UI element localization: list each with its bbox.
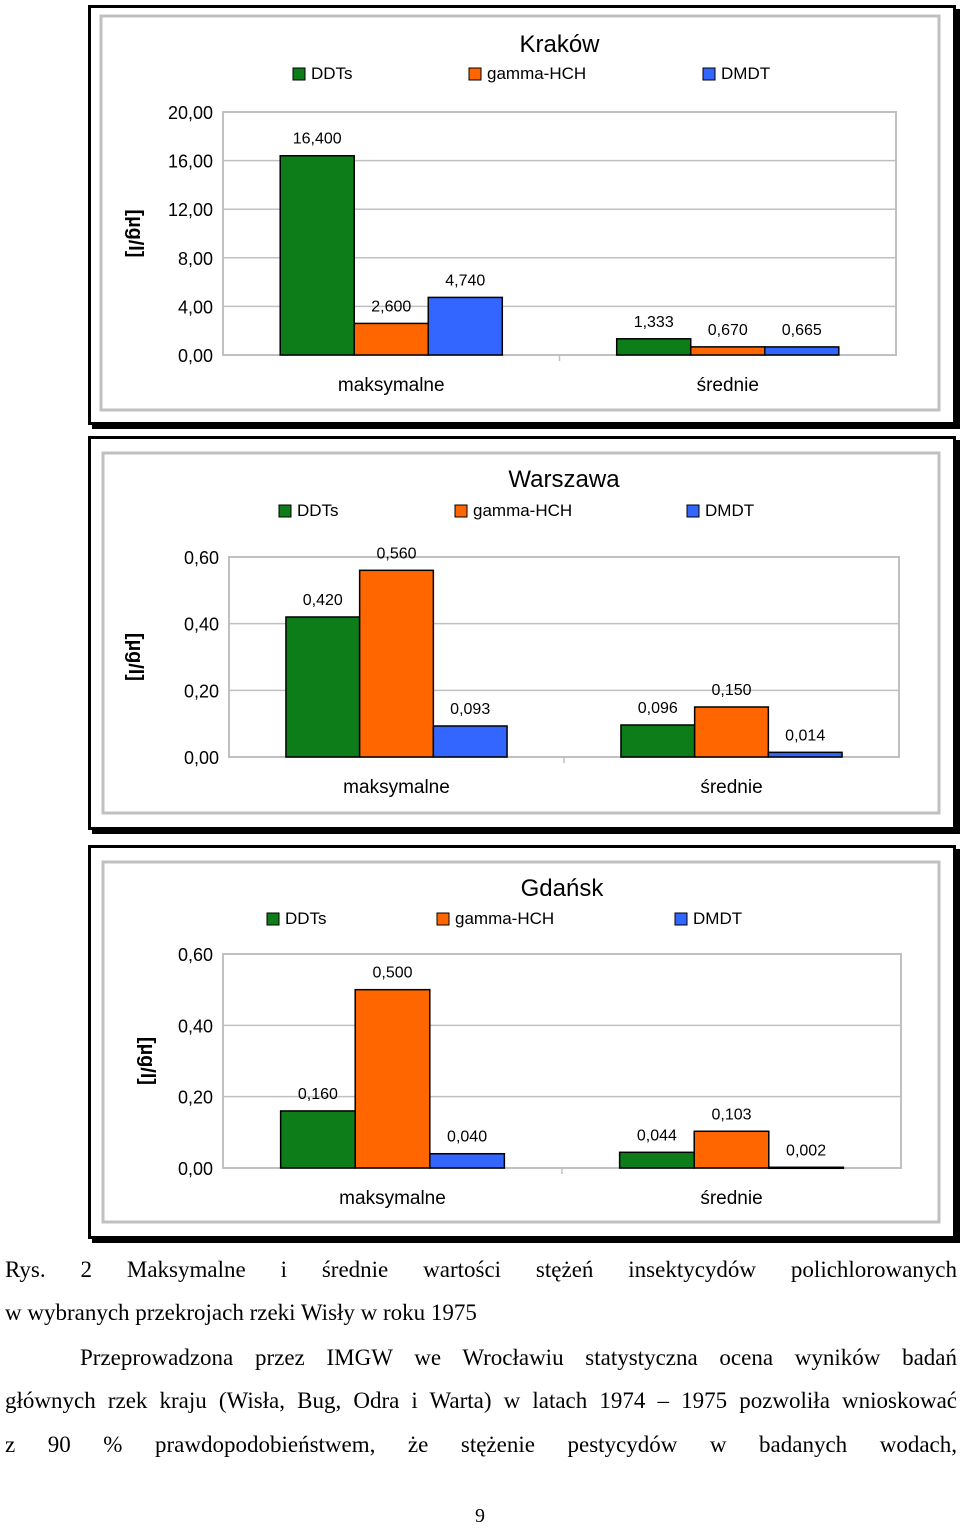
y-tick-label: 0,00 xyxy=(184,748,219,768)
bar-ddts xyxy=(620,724,696,758)
data-label: 0,420 xyxy=(303,592,343,609)
data-label: 1,333 xyxy=(634,314,674,331)
legend-label-ddts: DDTs xyxy=(297,501,339,520)
data-label: 0,500 xyxy=(372,965,412,982)
legend-swatch-dmdt xyxy=(702,67,716,81)
legend-label-ddts: DDTs xyxy=(311,64,353,83)
legend-label-dmdt: DMDT xyxy=(705,501,754,520)
y-tick-label: 0,60 xyxy=(178,945,213,965)
y-tick-label: 0,40 xyxy=(184,615,219,635)
bar-ddts xyxy=(279,1110,356,1169)
chart-krakow: 0,00 4,00 8,00 12,00 16,00 20,00 Kraków [µg/l] D… xyxy=(88,5,956,425)
bar-ddts xyxy=(615,338,692,356)
page-number: 9 xyxy=(475,1505,485,1527)
bar-gamma-hch xyxy=(353,322,430,356)
bar-gamma-hch xyxy=(693,1130,770,1169)
bar-gamma-hch xyxy=(354,988,431,1169)
data-label: 0,044 xyxy=(637,1127,677,1144)
bar-ddts xyxy=(279,154,355,356)
legend-swatch-gamma-hch xyxy=(468,67,482,81)
data-label: 0,014 xyxy=(785,727,825,744)
legend-swatch-ddts xyxy=(266,912,280,926)
x-category-label: maksymalne xyxy=(343,777,450,798)
y-tick-label: 0,40 xyxy=(178,1016,213,1036)
bar-dmdt xyxy=(768,1166,845,1170)
legend-label-gamma-hch: gamma-HCH xyxy=(455,909,554,928)
bar-dmdt xyxy=(432,725,508,758)
y-tick-label: 8,00 xyxy=(178,249,213,269)
x-category-label: średnie xyxy=(697,375,759,396)
y-tick-label: 4,00 xyxy=(178,297,213,317)
chart-warszawa: 0,00 0,20 0,40 0,60 Warszawa [µg/l] DDTs gamma-… xyxy=(88,436,956,830)
x-category-label: średnie xyxy=(700,777,762,798)
data-label: 0,093 xyxy=(450,701,490,718)
figure-caption-line2: w wybranych przekrojach rzeki Wisły w ro… xyxy=(5,1300,477,1325)
legend-label-dmdt: DMDT xyxy=(721,64,770,83)
data-label: 0,103 xyxy=(711,1106,751,1123)
legend-label-gamma-hch: gamma-HCH xyxy=(473,501,572,520)
bar-ddts xyxy=(285,616,361,758)
chart-title: Warszawa xyxy=(508,466,620,493)
legend-label-dmdt: DMDT xyxy=(693,909,742,928)
y-tick-label: 0,00 xyxy=(178,1159,213,1179)
bar-gamma-hch xyxy=(693,706,770,758)
x-category-label: maksymalne xyxy=(339,1188,446,1209)
bar-dmdt xyxy=(427,296,504,356)
legend-label-ddts: DDTs xyxy=(285,909,327,928)
chart-inner-frame xyxy=(101,860,941,1224)
bar-dmdt xyxy=(767,751,843,758)
y-axis-label: [µg/l] xyxy=(136,1037,158,1085)
figure-caption-line1: Rys. 2 Maksymalne i średnie wartości stę… xyxy=(5,1257,957,1282)
y-tick-label: 0,00 xyxy=(178,346,213,366)
bar-dmdt xyxy=(764,346,840,356)
legend-swatch-ddts xyxy=(292,67,306,81)
data-label: 0,150 xyxy=(711,682,751,699)
chart-title: Gdańsk xyxy=(521,875,605,902)
y-tick-label: 0,20 xyxy=(178,1088,213,1108)
data-label: 0,670 xyxy=(708,322,748,339)
chart-warszawa-svg: 0,00 0,20 0,40 0,60 Warszawa [µg/l] DDTs gamma-… xyxy=(101,451,941,815)
legend-label-gamma-hch: gamma-HCH xyxy=(487,64,586,83)
chart-title: Kraków xyxy=(519,31,600,58)
y-tick-label: 12,00 xyxy=(168,200,213,220)
chart-inner-frame xyxy=(99,14,941,412)
data-label: 2,600 xyxy=(371,298,411,315)
y-tick-label: 0,60 xyxy=(184,548,219,568)
data-label: 0,040 xyxy=(447,1129,487,1146)
data-label: 0,665 xyxy=(782,322,822,339)
chart-gdansk: 0,00 0,20 0,40 0,60 Gdańsk [µg/l] DDTs gamma-HC… xyxy=(88,845,956,1239)
x-category-label: maksymalne xyxy=(338,375,445,396)
bar-dmdt xyxy=(429,1152,506,1169)
y-tick-label: 20,00 xyxy=(168,103,213,123)
legend-swatch-ddts xyxy=(278,504,292,518)
body-paragraph-line3: z 90 % prawdopodobieństwem, że stężenie … xyxy=(5,1432,957,1457)
y-axis-label: [µg/l] xyxy=(124,209,146,257)
x-category-label: średnie xyxy=(700,1188,762,1209)
legend-swatch-gamma-hch xyxy=(436,912,450,926)
chart-krakow-svg: 0,00 4,00 8,00 12,00 16,00 20,00 Kraków [µg/l] D… xyxy=(99,14,941,412)
body-paragraph-line2: głównych rzek kraju (Wisła, Bug, Odra i … xyxy=(5,1388,957,1413)
data-label: 0,096 xyxy=(638,700,678,717)
y-axis-label: [µg/l] xyxy=(124,633,146,681)
data-label: 16,400 xyxy=(293,131,342,148)
data-label: 0,002 xyxy=(786,1142,826,1159)
y-tick-label: 16,00 xyxy=(168,152,213,172)
legend-swatch-dmdt xyxy=(686,504,700,518)
data-label: 0,560 xyxy=(376,545,416,562)
bar-gamma-hch xyxy=(358,569,435,758)
bar-gamma-hch xyxy=(689,346,766,356)
chart-gdansk-svg: 0,00 0,20 0,40 0,60 Gdańsk [µg/l] DDTs gamma-HC… xyxy=(101,860,941,1224)
data-label: 0,160 xyxy=(298,1086,338,1103)
y-tick-label: 0,20 xyxy=(184,681,219,701)
legend-swatch-gamma-hch xyxy=(454,504,468,518)
body-paragraph-line1: Przeprowadzona przez IMGW we Wrocławiu s… xyxy=(80,1345,957,1370)
bar-ddts xyxy=(618,1151,695,1169)
data-label: 4,740 xyxy=(445,272,485,289)
legend-swatch-dmdt xyxy=(674,912,688,926)
